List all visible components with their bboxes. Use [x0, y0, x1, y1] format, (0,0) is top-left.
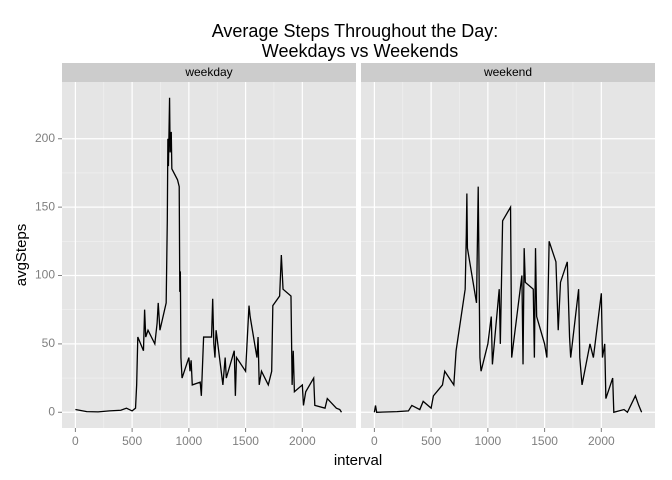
x-tick-label: 0 — [371, 434, 378, 448]
x-tick-label: 0 — [72, 434, 79, 448]
y-tick-label: 100 — [35, 268, 55, 282]
x-tick-label: 500 — [421, 434, 441, 448]
panel — [361, 82, 655, 428]
x-axis-label: interval — [334, 452, 382, 469]
x-tick-label: 2000 — [588, 434, 615, 448]
x-tick-label: 2000 — [289, 434, 316, 448]
y-axis-label: avgSteps — [13, 224, 30, 287]
panel — [62, 82, 356, 428]
strip-label: weekend — [483, 65, 532, 79]
y-tick-label: 200 — [35, 131, 55, 145]
x-tick-label: 1500 — [531, 434, 558, 448]
chart-title: Average Steps Throughout the Day: — [212, 21, 499, 41]
y-tick-label: 50 — [42, 336, 56, 350]
strip-label: weekday — [184, 65, 232, 79]
x-tick-label: 500 — [122, 434, 142, 448]
y-tick-label: 150 — [35, 199, 55, 213]
x-tick-label: 1500 — [232, 434, 259, 448]
x-tick-label: 1000 — [176, 434, 203, 448]
strip — [361, 63, 655, 82]
strip — [62, 63, 356, 82]
line — [373, 186, 643, 414]
y-tick-label: 0 — [48, 404, 55, 418]
line — [75, 97, 343, 413]
x-tick-label: 1000 — [475, 434, 502, 448]
chart-title: Weekdays vs Weekends — [262, 41, 458, 61]
